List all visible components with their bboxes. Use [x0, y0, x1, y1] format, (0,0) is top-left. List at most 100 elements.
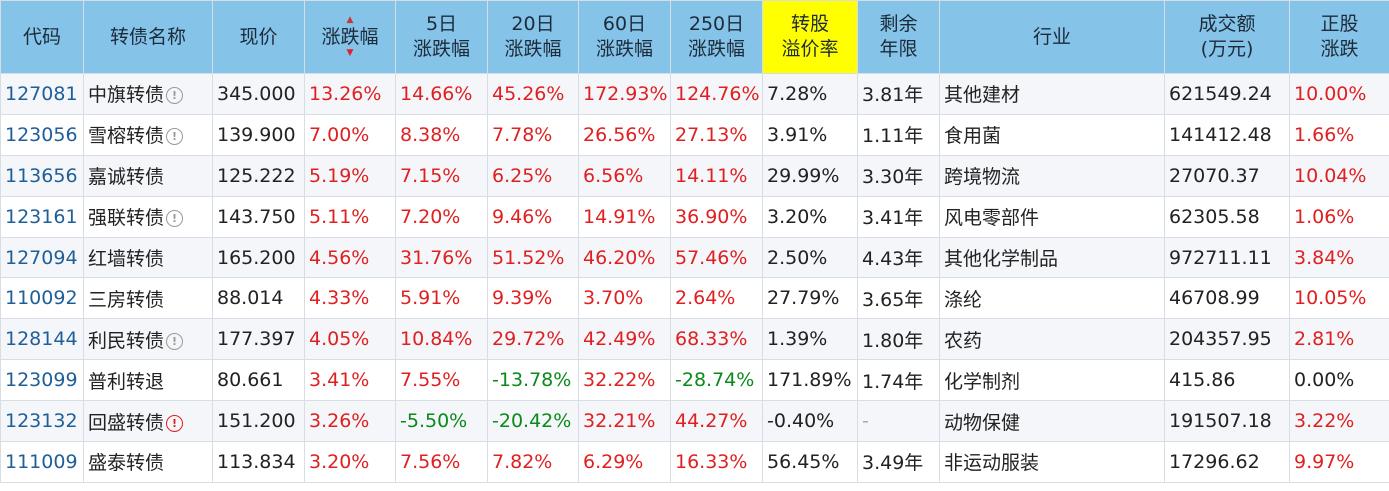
- price-cell: 345.000: [212, 73, 305, 115]
- change-5d-cell: 14.66%: [395, 73, 488, 115]
- table-row[interactable]: 127094 红墙转债 165.200 4.56% 31.76% 51.52% 46.20%…: [0, 236, 1389, 279]
- change-cell: 4.05%: [304, 318, 396, 361]
- bond-name: 三房转债: [88, 288, 165, 311]
- industry-cell: 动物保健: [939, 400, 1165, 443]
- bond-name-cell[interactable]: 红墙转债: [83, 236, 213, 279]
- turnover-cell: 17296.62: [1164, 441, 1290, 483]
- change-60d-cell: 14.91%: [578, 195, 671, 238]
- change-20d-cell: 29.72%: [487, 318, 579, 361]
- change-250d-cell: 14.11%: [670, 154, 763, 197]
- change-5d-cell: 10.84%: [395, 318, 488, 361]
- turnover-cell: 46708.99: [1164, 277, 1290, 320]
- bond-name: 强联转债: [88, 207, 165, 230]
- remaining-cell: 3.65年: [857, 277, 940, 320]
- price-cell: 88.014: [212, 277, 305, 320]
- bond-name-cell[interactable]: 雪榕转债!: [83, 113, 213, 156]
- change-5d-cell: 5.91%: [395, 277, 488, 320]
- sort-up-icon[interactable]: ▲: [346, 14, 354, 25]
- bond-code-link[interactable]: 123056: [0, 113, 84, 156]
- bond-name-cell[interactable]: 利民转债!: [83, 318, 213, 361]
- premium-cell: 7.28%: [762, 73, 858, 115]
- bond-code-link[interactable]: 123132: [0, 400, 84, 443]
- change-20d-cell: 9.39%: [487, 277, 579, 320]
- industry-cell: 食用菌: [939, 113, 1165, 156]
- table-row[interactable]: 123161 强联转债! 143.750 5.11% 7.20% 9.46% 14.91% 3…: [0, 195, 1389, 238]
- bond-code-link[interactable]: 113656: [0, 154, 84, 197]
- stock-change-cell: 10.00%: [1289, 73, 1389, 115]
- change-5d-cell: 8.38%: [395, 113, 488, 156]
- info-circle-icon[interactable]: !: [166, 414, 184, 432]
- change-60d-cell: 3.70%: [578, 277, 671, 320]
- header-name[interactable]: 转债名称: [83, 0, 213, 74]
- header-premium[interactable]: 转股 溢价率: [762, 0, 858, 74]
- header-change-60d[interactable]: 60日 涨跌幅: [578, 0, 671, 74]
- change-cell: 3.41%: [304, 359, 396, 402]
- bond-code-link[interactable]: 128144: [0, 318, 84, 361]
- bond-name-cell[interactable]: 盛泰转债: [83, 441, 213, 483]
- change-60d-cell: 6.56%: [578, 154, 671, 197]
- header-change-250d[interactable]: 250日 涨跌幅: [670, 0, 763, 74]
- header-stock-change[interactable]: 正股 涨跌: [1289, 0, 1389, 74]
- table-row[interactable]: 127081 中旗转债! 345.000 13.26% 14.66% 45.26% 172.…: [0, 73, 1389, 115]
- price-cell: 165.200: [212, 236, 305, 279]
- header-remaining[interactable]: 剩余 年限: [857, 0, 940, 74]
- bond-name-cell[interactable]: 回盛转债!: [83, 400, 213, 443]
- bond-code-link[interactable]: 111009: [0, 441, 84, 483]
- change-20d-cell: 6.25%: [487, 154, 579, 197]
- info-circle-icon[interactable]: !: [166, 87, 184, 105]
- turnover-cell: 415.86: [1164, 359, 1290, 402]
- change-60d-cell: 42.49%: [578, 318, 671, 361]
- change-5d-cell: 7.20%: [395, 195, 488, 238]
- industry-cell: 农药: [939, 318, 1165, 361]
- header-change-5d[interactable]: 5日 涨跌幅: [395, 0, 488, 74]
- bond-code-link[interactable]: 123161: [0, 195, 84, 238]
- bond-name: 利民转债: [88, 329, 165, 352]
- price-cell: 139.900: [212, 113, 305, 156]
- stock-change-cell: 0.00%: [1289, 359, 1389, 402]
- bond-code-link[interactable]: 123099: [0, 359, 84, 402]
- change-60d-cell: 26.56%: [578, 113, 671, 156]
- header-turnover[interactable]: 成交额 (万元): [1164, 0, 1290, 74]
- table-row[interactable]: 128144 利民转债! 177.397 4.05% 10.84% 29.72% 42.49…: [0, 318, 1389, 361]
- change-5d-cell: 31.76%: [395, 236, 488, 279]
- change-cell: 5.19%: [304, 154, 396, 197]
- remaining-cell: 3.49年: [857, 441, 940, 483]
- sort-down-icon[interactable]: ▼: [346, 48, 354, 59]
- bond-name-cell[interactable]: 三房转债: [83, 277, 213, 320]
- stock-change-cell: 9.97%: [1289, 441, 1389, 483]
- stock-change-cell: 1.66%: [1289, 113, 1389, 156]
- bond-name-cell[interactable]: 嘉诚转债: [83, 154, 213, 197]
- bond-code-link[interactable]: 127094: [0, 236, 84, 279]
- bond-code-link[interactable]: 110092: [0, 277, 84, 320]
- premium-cell: 29.99%: [762, 154, 858, 197]
- header-code[interactable]: 代码: [0, 0, 84, 74]
- info-circle-icon[interactable]: !: [166, 210, 184, 228]
- change-60d-cell: 172.93%: [578, 73, 671, 115]
- table-row[interactable]: 123099 普利转退 80.661 3.41% 7.55% -13.78% 32.22% -…: [0, 359, 1389, 402]
- bond-name-cell[interactable]: 强联转债!: [83, 195, 213, 238]
- change-60d-cell: 46.20%: [578, 236, 671, 279]
- price-cell: 177.397: [212, 318, 305, 361]
- bond-name-cell[interactable]: 中旗转债!: [83, 73, 213, 115]
- bond-code-link[interactable]: 127081: [0, 73, 84, 115]
- table-row[interactable]: 110092 三房转债 88.014 4.33% 5.91% 9.39% 3.70% 2.64…: [0, 277, 1389, 320]
- change-cell: 3.20%: [304, 441, 396, 483]
- header-change-20d[interactable]: 20日 涨跌幅: [487, 0, 579, 74]
- industry-cell: 化学制剂: [939, 359, 1165, 402]
- premium-cell: 1.39%: [762, 318, 858, 361]
- table-row[interactable]: 113656 嘉诚转债 125.222 5.19% 7.15% 6.25% 6.56% 14.…: [0, 154, 1389, 197]
- bond-name-cell[interactable]: 普利转退: [83, 359, 213, 402]
- table-row[interactable]: 123132 回盛转债! 151.200 3.26% -5.50% -20.42% 32.2…: [0, 400, 1389, 443]
- header-change[interactable]: ▲ 涨跌幅 ▼: [304, 0, 396, 74]
- table-row[interactable]: 111009 盛泰转债 113.834 3.20% 7.56% 7.82% 6.29% 16.…: [0, 441, 1389, 483]
- info-circle-icon[interactable]: !: [166, 332, 184, 350]
- change-20d-cell: -13.78%: [487, 359, 579, 402]
- info-circle-icon[interactable]: !: [166, 128, 184, 146]
- header-price[interactable]: 现价: [212, 0, 305, 74]
- table-row[interactable]: 123056 雪榕转债! 139.900 7.00% 8.38% 7.78% 26.56% 2…: [0, 113, 1389, 156]
- change-20d-cell: -20.42%: [487, 400, 579, 443]
- change-250d-cell: 44.27%: [670, 400, 763, 443]
- price-cell: 113.834: [212, 441, 305, 483]
- header-industry[interactable]: 行业: [939, 0, 1165, 74]
